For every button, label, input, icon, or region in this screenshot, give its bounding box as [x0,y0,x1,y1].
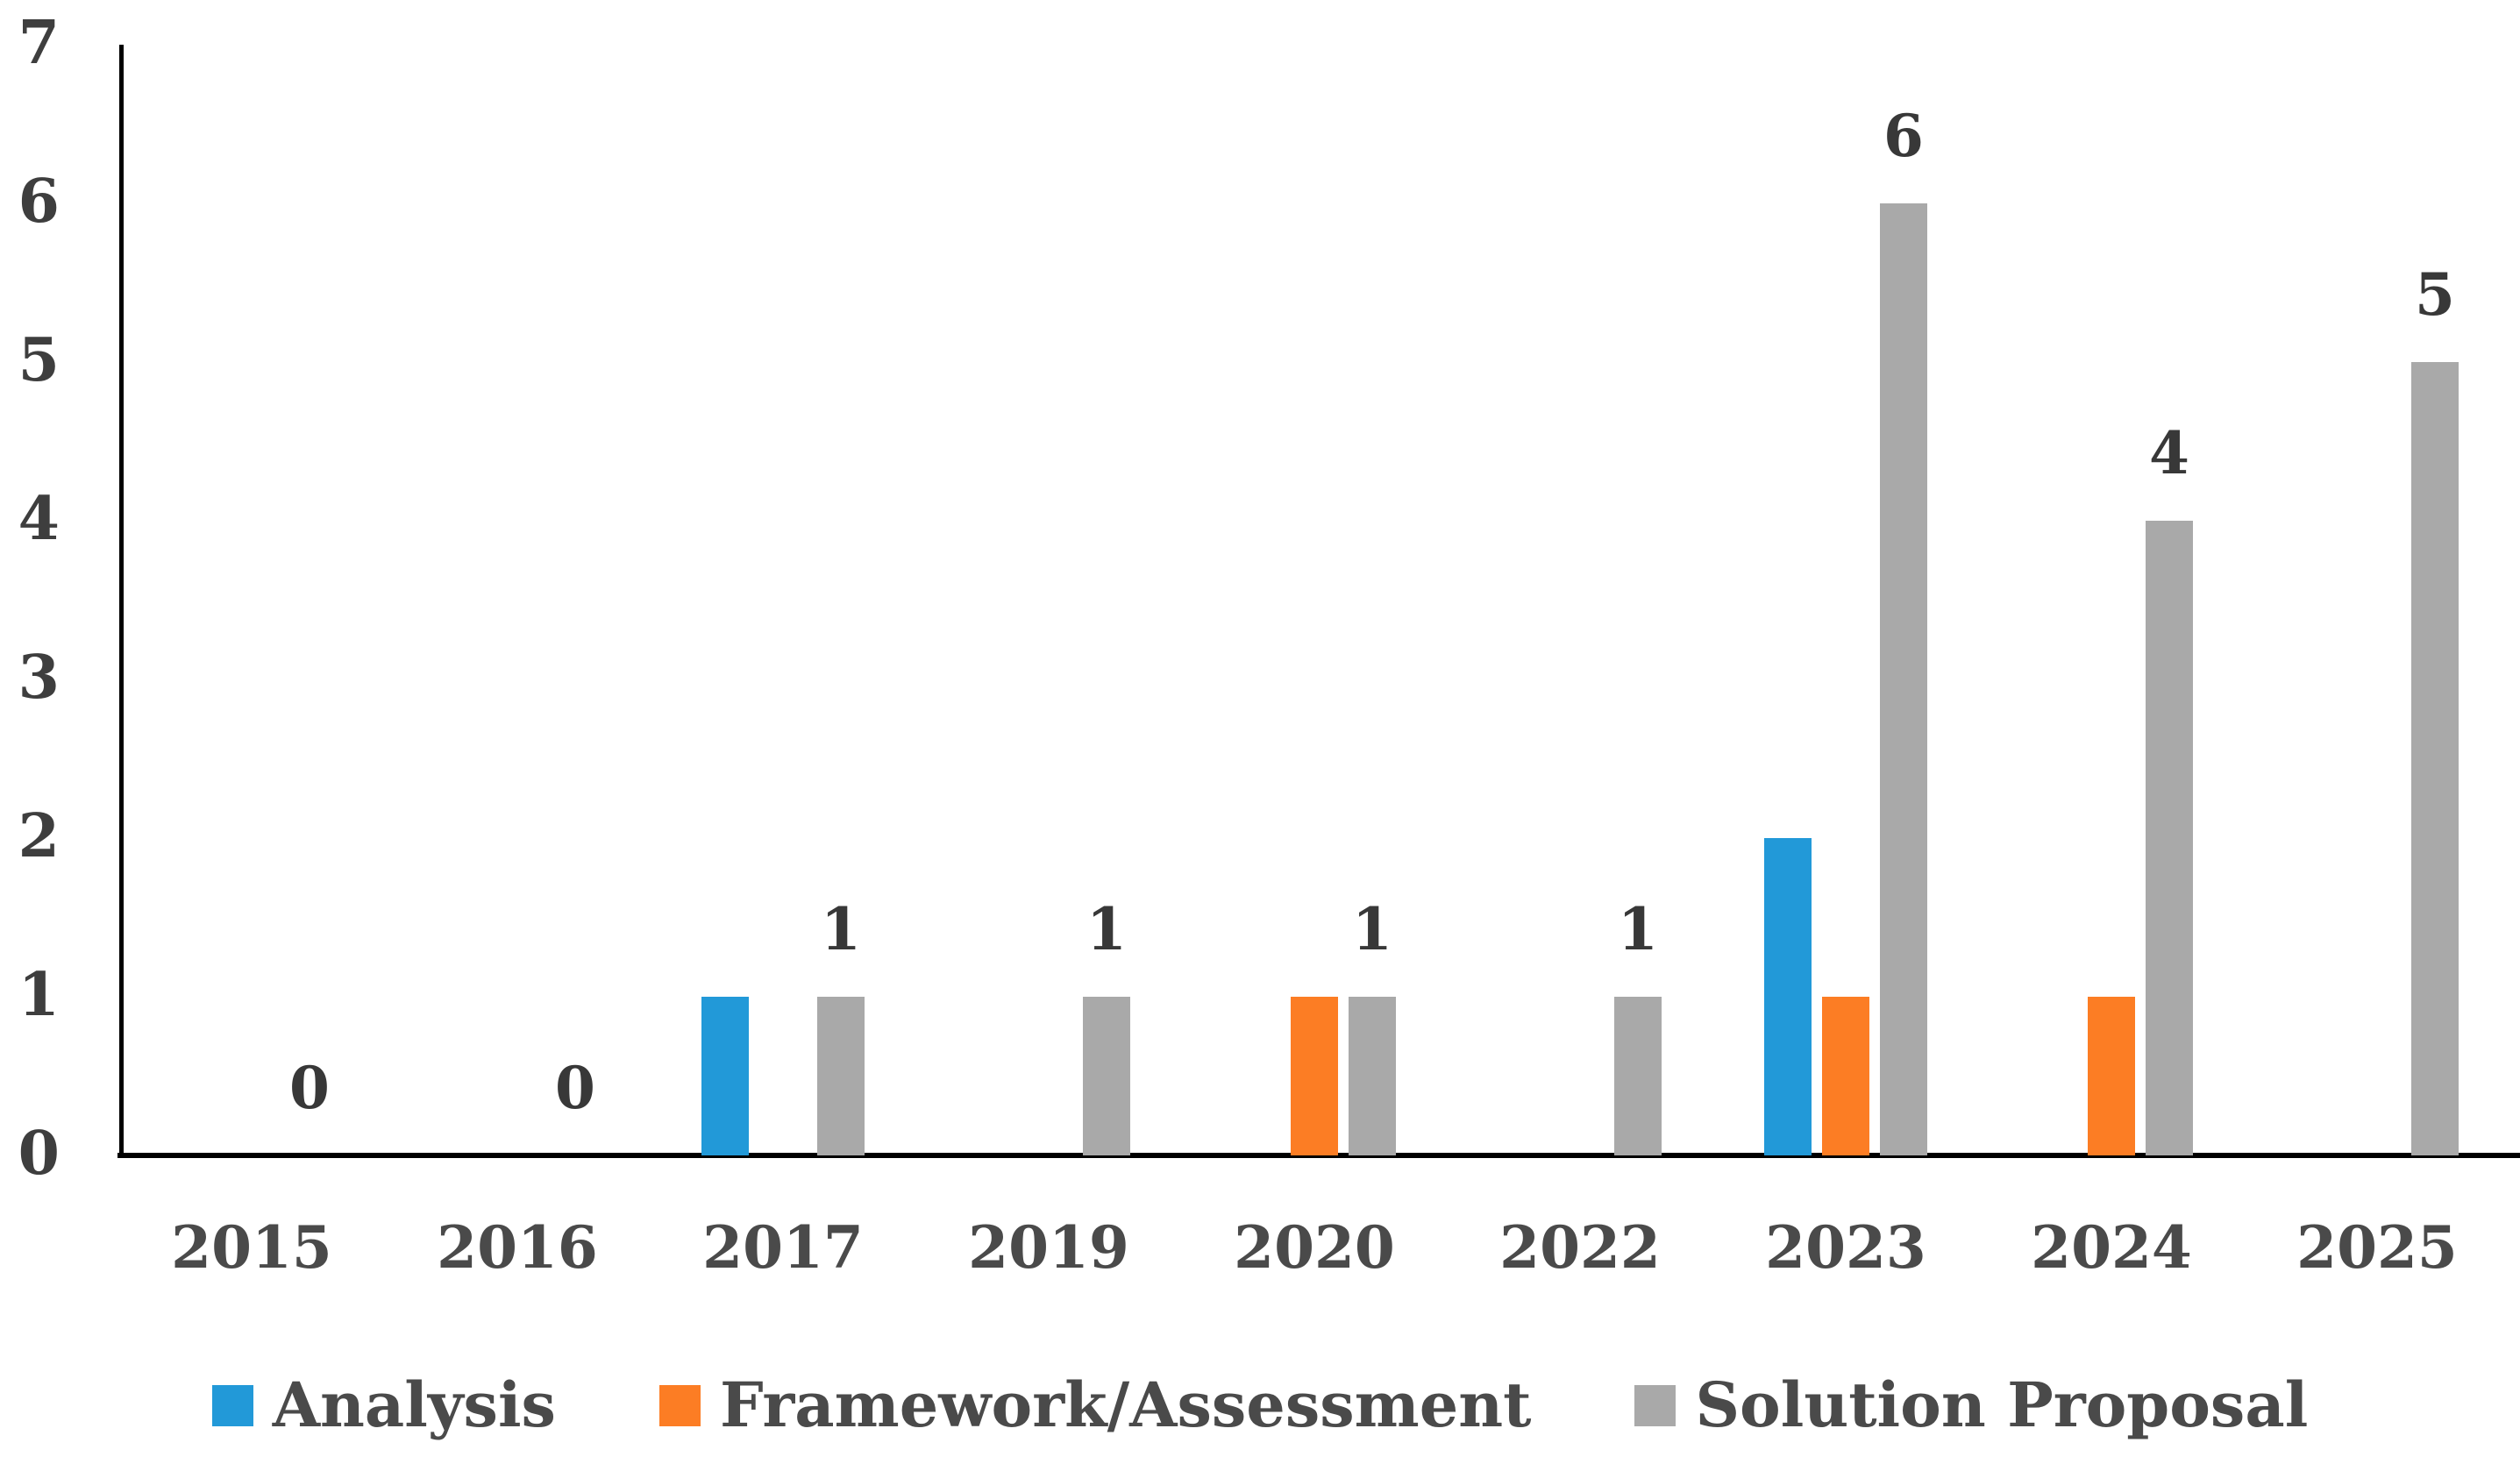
y-tick-1: 1 [18,960,60,1030]
legend-item-solution-proposal: Solution Proposal [1634,1375,2308,1436]
bar-solution-proposal-2017 [817,997,865,1155]
legend-label-framework-assessment: Framework/Assessment [719,1368,1532,1441]
data-label-2025: 5 [2415,260,2455,329]
bar-framework-assessment-2024 [2088,997,2135,1155]
data-label-2022: 1 [1618,895,1658,963]
analysis-swatch-icon [211,1384,253,1426]
y-tick-7: 7 [18,8,60,78]
y-tick-0: 0 [18,1119,60,1189]
bar-solution-proposal-2019 [1083,997,1130,1155]
y-tick-3: 3 [18,643,60,713]
x-label-2017: 2017 [702,1213,864,1282]
y-tick-5: 5 [18,325,60,395]
data-label-2023: 6 [1883,102,1924,170]
data-label-2020: 1 [1352,895,1392,963]
x-label-2016: 2016 [437,1213,598,1282]
legend-label-solution-proposal: Solution Proposal [1695,1368,2309,1441]
y-tick-4: 4 [18,484,60,554]
x-label-2025: 2025 [2296,1213,2458,1282]
data-label-2015: 0 [289,1054,330,1122]
bar-solution-proposal-2023 [1880,203,1927,1155]
data-label-2019: 1 [1086,895,1127,963]
x-label-2019: 2019 [968,1213,1129,1282]
x-label-2015: 2015 [171,1213,332,1282]
x-label-2022: 2022 [1499,1213,1661,1282]
x-axis-line [117,1153,2520,1158]
solution-proposal-swatch-icon [1634,1384,1676,1426]
legend: Analysis Framework/Assessment Solution P… [0,1375,2520,1436]
framework-assessment-swatch-icon [658,1384,701,1426]
x-label-2023: 2023 [1765,1213,1926,1282]
bar-solution-proposal-2022 [1614,997,1662,1155]
bar-solution-proposal-2020 [1349,997,1396,1155]
x-label-2024: 2024 [2031,1213,2192,1282]
data-label-2024: 4 [2149,419,2189,487]
bar-analysis-2023 [1764,838,1812,1155]
bar-solution-proposal-2025 [2411,362,2459,1155]
legend-label-analysis: Analysis [272,1368,556,1441]
y-tick-2: 2 [18,801,60,871]
bar-framework-assessment-2020 [1291,997,1338,1155]
bar-analysis-2017 [701,997,749,1155]
data-label-2017: 1 [821,895,861,963]
legend-item-analysis: Analysis [211,1368,556,1441]
y-axis-line [119,45,124,1155]
bar-solution-proposal-2024 [2146,521,2193,1155]
data-label-2016: 0 [555,1054,595,1122]
y-tick-6: 6 [18,167,60,237]
legend-item-framework-assessment: Framework/Assessment [658,1368,1532,1441]
bar-framework-assessment-2023 [1822,997,1869,1155]
x-label-2020: 2020 [1234,1213,1395,1282]
